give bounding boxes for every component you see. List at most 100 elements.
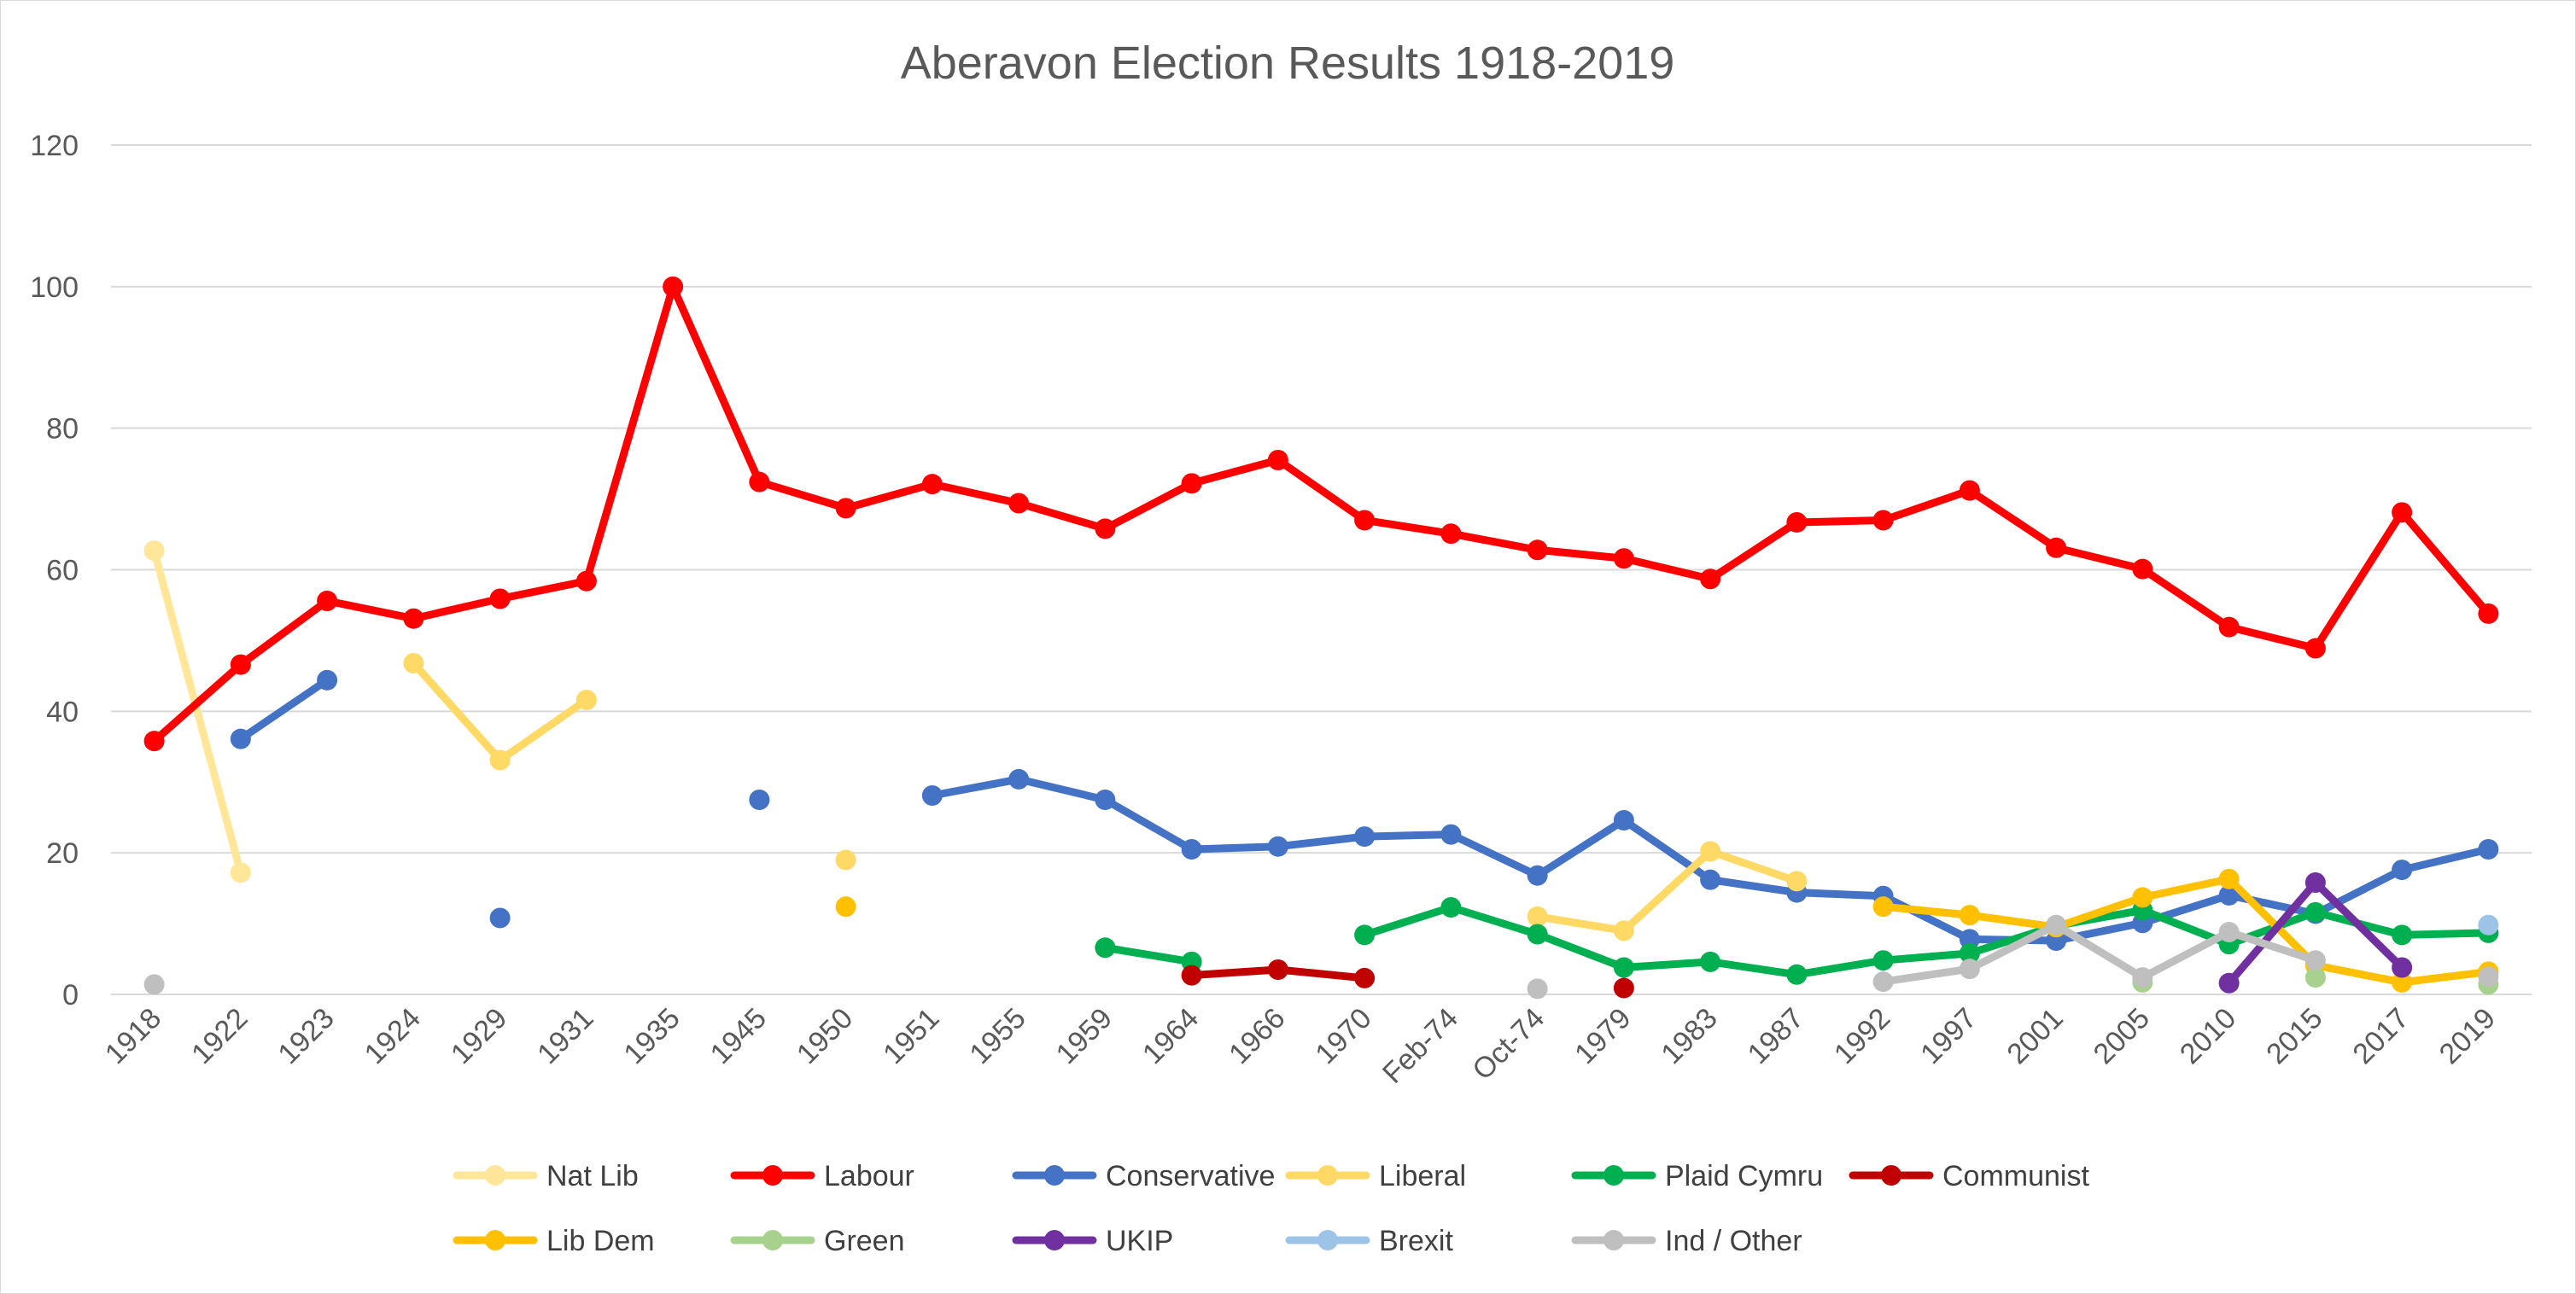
x-tick-label: 1964 — [1136, 1002, 1205, 1070]
series-line-labour — [150, 283, 2492, 745]
data-point-plaid-cymru — [1527, 924, 1548, 945]
data-point-plaid-cymru — [1613, 957, 1634, 978]
data-point-ukip — [2218, 972, 2240, 994]
data-point-nat-lib — [230, 862, 251, 883]
data-point-conservative — [1008, 768, 1030, 790]
legend-label: Lib Dem — [546, 1225, 655, 1257]
legend-item-conservative: Conservative — [1012, 1160, 1275, 1192]
data-point-ind-other — [2218, 922, 2240, 943]
x-tick-label: 2005 — [2088, 1002, 2156, 1070]
y-tick-label: 20 — [46, 837, 79, 870]
data-point-ukip — [2304, 871, 2326, 893]
data-point-liberal — [489, 749, 511, 771]
data-point-labour — [1700, 568, 1721, 590]
x-tick-label: 2017 — [2346, 1002, 2415, 1070]
data-point-ind-other — [2478, 966, 2499, 988]
series-plaid-cymru — [1095, 897, 2499, 985]
y-tick-label: 100 — [30, 271, 79, 304]
legend-swatch-marker — [1603, 1165, 1624, 1186]
data-point-brexit — [2478, 914, 2499, 936]
y-tick-label: 80 — [46, 413, 79, 446]
legend-item-communist: Communist — [1849, 1160, 2089, 1192]
legend-label: Plaid Cymru — [1665, 1160, 1823, 1192]
x-tick-label: 1922 — [185, 1002, 254, 1070]
data-point-lib-dem — [1872, 896, 1894, 918]
series-nat-lib — [143, 540, 251, 883]
data-point-communist — [1354, 967, 1376, 988]
legend-label: Green — [824, 1225, 905, 1257]
data-point-lib-dem — [2132, 887, 2153, 908]
series-line-plaid-cymru — [1360, 903, 2492, 979]
legend-label: Communist — [1942, 1160, 2089, 1192]
x-tick-label: 2015 — [2260, 1002, 2328, 1070]
data-point-plaid-cymru — [1786, 964, 1808, 985]
x-tick-label: Feb-74 — [1376, 1002, 1464, 1090]
data-point-ind-other — [2046, 914, 2067, 936]
data-point-conservative — [1181, 839, 1202, 860]
data-point-conservative — [1095, 789, 1116, 810]
data-point-conservative — [1959, 929, 1980, 950]
data-point-labour — [2478, 603, 2499, 624]
legend-label: Nat Lib — [546, 1160, 639, 1192]
legend-label: Labour — [824, 1160, 914, 1192]
x-tick-label: 1935 — [617, 1002, 686, 1070]
data-point-green — [2304, 967, 2326, 988]
data-point-conservative — [2218, 884, 2240, 906]
data-point-ukip — [2392, 957, 2413, 978]
data-point-liberal — [1613, 920, 1634, 941]
legend-item-lib-dem: Lib Dem — [453, 1225, 655, 1257]
data-point-labour — [1354, 510, 1376, 531]
series-ind-other — [143, 914, 2499, 1000]
x-tick-label: 1955 — [963, 1002, 1031, 1070]
data-point-labour — [1267, 449, 1288, 470]
data-point-labour — [835, 498, 856, 519]
data-point-labour — [1959, 480, 1980, 501]
data-point-conservative — [1267, 836, 1288, 857]
legend-label: Liberal — [1379, 1160, 1466, 1192]
data-point-labour — [2132, 558, 2153, 580]
data-point-conservative — [2392, 860, 2413, 881]
legend-swatch-marker — [1603, 1230, 1624, 1250]
y-tick-label: 120 — [30, 130, 79, 162]
data-point-plaid-cymru — [2304, 901, 2326, 923]
legend-item-ukip: UKIP — [1012, 1225, 1173, 1257]
data-point-ind-other — [143, 974, 165, 995]
legend-swatch-marker — [1881, 1165, 1901, 1186]
legend-swatch-marker — [1317, 1230, 1338, 1250]
legend-label: Conservative — [1106, 1160, 1275, 1192]
data-point-plaid-cymru — [1700, 951, 1721, 972]
data-point-plaid-cymru — [1354, 924, 1376, 946]
data-point-conservative — [749, 789, 770, 810]
x-tick-label: 1966 — [1223, 1002, 1291, 1070]
legend-swatch-marker — [485, 1165, 505, 1186]
x-tick-label: 1979 — [1568, 1002, 1637, 1070]
x-tick-label: 1983 — [1655, 1002, 1723, 1070]
x-tick-label: 1931 — [531, 1002, 599, 1070]
x-tick-label: 1918 — [99, 1002, 167, 1070]
legend-swatch-marker — [1044, 1230, 1065, 1250]
data-point-conservative — [317, 669, 338, 691]
series-layer — [143, 276, 2499, 1000]
y-tick-label: 40 — [46, 696, 79, 728]
x-tick-label: 1951 — [877, 1002, 945, 1070]
data-point-lib-dem — [2218, 868, 2240, 889]
data-point-labour — [1527, 539, 1548, 561]
legend-item-green: Green — [730, 1225, 905, 1257]
data-point-labour — [575, 570, 597, 592]
legend-label: UKIP — [1106, 1225, 1173, 1257]
data-point-labour — [1095, 518, 1116, 539]
series-line-liberal — [1533, 848, 1801, 935]
data-point-ind-other — [2304, 950, 2326, 971]
legend-swatch-marker — [1317, 1165, 1338, 1186]
x-tick-label: Oct-74 — [1466, 1002, 1551, 1087]
x-tick-label: 1923 — [272, 1002, 340, 1070]
series-line-nat-lib — [150, 546, 245, 877]
legend-label: Brexit — [1379, 1225, 1453, 1257]
legend-label: Ind / Other — [1665, 1225, 1802, 1257]
legend-item-ind-other: Ind / Other — [1571, 1225, 1802, 1257]
x-tick-label: 2019 — [2433, 1002, 2502, 1070]
legend-item-brexit: Brexit — [1285, 1225, 1453, 1257]
data-point-plaid-cymru — [1872, 950, 1894, 971]
x-tick-label: 2001 — [2001, 1002, 2069, 1070]
